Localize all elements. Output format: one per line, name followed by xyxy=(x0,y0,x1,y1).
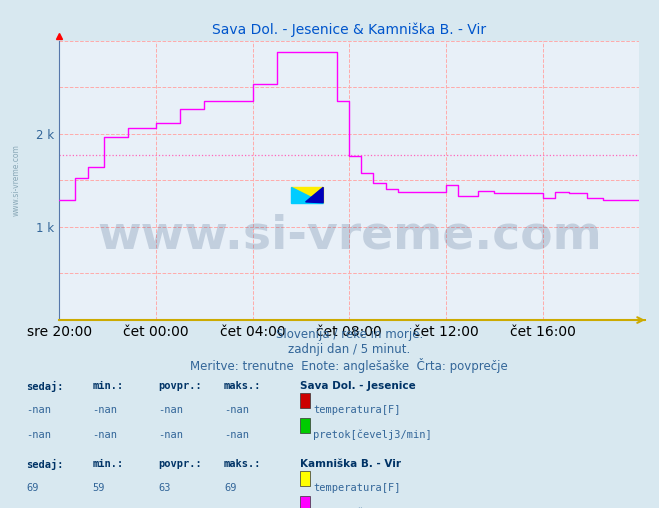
Text: -nan: -nan xyxy=(224,430,249,440)
Polygon shape xyxy=(291,187,323,203)
Text: 63: 63 xyxy=(158,484,171,493)
Text: www.si-vreme.com: www.si-vreme.com xyxy=(11,144,20,216)
Text: povpr.:: povpr.: xyxy=(158,459,202,469)
Text: -nan: -nan xyxy=(92,430,117,440)
Text: -nan: -nan xyxy=(92,405,117,416)
Polygon shape xyxy=(306,187,323,203)
Text: -nan: -nan xyxy=(26,405,51,416)
Text: min.:: min.: xyxy=(92,459,123,469)
Text: www.si-vreme.com: www.si-vreme.com xyxy=(97,214,602,259)
Text: min.:: min.: xyxy=(92,381,123,391)
Polygon shape xyxy=(291,187,323,203)
Text: povpr.:: povpr.: xyxy=(158,381,202,391)
Text: -nan: -nan xyxy=(26,430,51,440)
Text: temperatura[F]: temperatura[F] xyxy=(313,405,401,416)
Title: Sava Dol. - Jesenice & Kamniška B. - Vir: Sava Dol. - Jesenice & Kamniška B. - Vir xyxy=(212,22,486,37)
Text: 69: 69 xyxy=(224,484,237,493)
Text: Sava Dol. - Jesenice: Sava Dol. - Jesenice xyxy=(300,381,416,391)
Text: 69: 69 xyxy=(26,484,39,493)
Text: sedaj:: sedaj: xyxy=(26,459,64,470)
Text: -nan: -nan xyxy=(224,405,249,416)
Text: Slovenija / reke in morje.: Slovenija / reke in morje. xyxy=(275,328,423,341)
Text: sedaj:: sedaj: xyxy=(26,381,64,392)
Text: temperatura[F]: temperatura[F] xyxy=(313,484,401,493)
Text: -nan: -nan xyxy=(158,405,183,416)
Text: zadnji dan / 5 minut.: zadnji dan / 5 minut. xyxy=(288,343,411,356)
Text: maks.:: maks.: xyxy=(224,459,262,469)
Text: Kamniška B. - Vir: Kamniška B. - Vir xyxy=(300,459,401,469)
Text: -nan: -nan xyxy=(158,430,183,440)
Text: 59: 59 xyxy=(92,484,105,493)
Text: Meritve: trenutne  Enote: anglešaške  Črta: povprečje: Meritve: trenutne Enote: anglešaške Črta… xyxy=(190,358,508,373)
Text: pretok[čevelj3/min]: pretok[čevelj3/min] xyxy=(313,430,432,440)
Text: maks.:: maks.: xyxy=(224,381,262,391)
